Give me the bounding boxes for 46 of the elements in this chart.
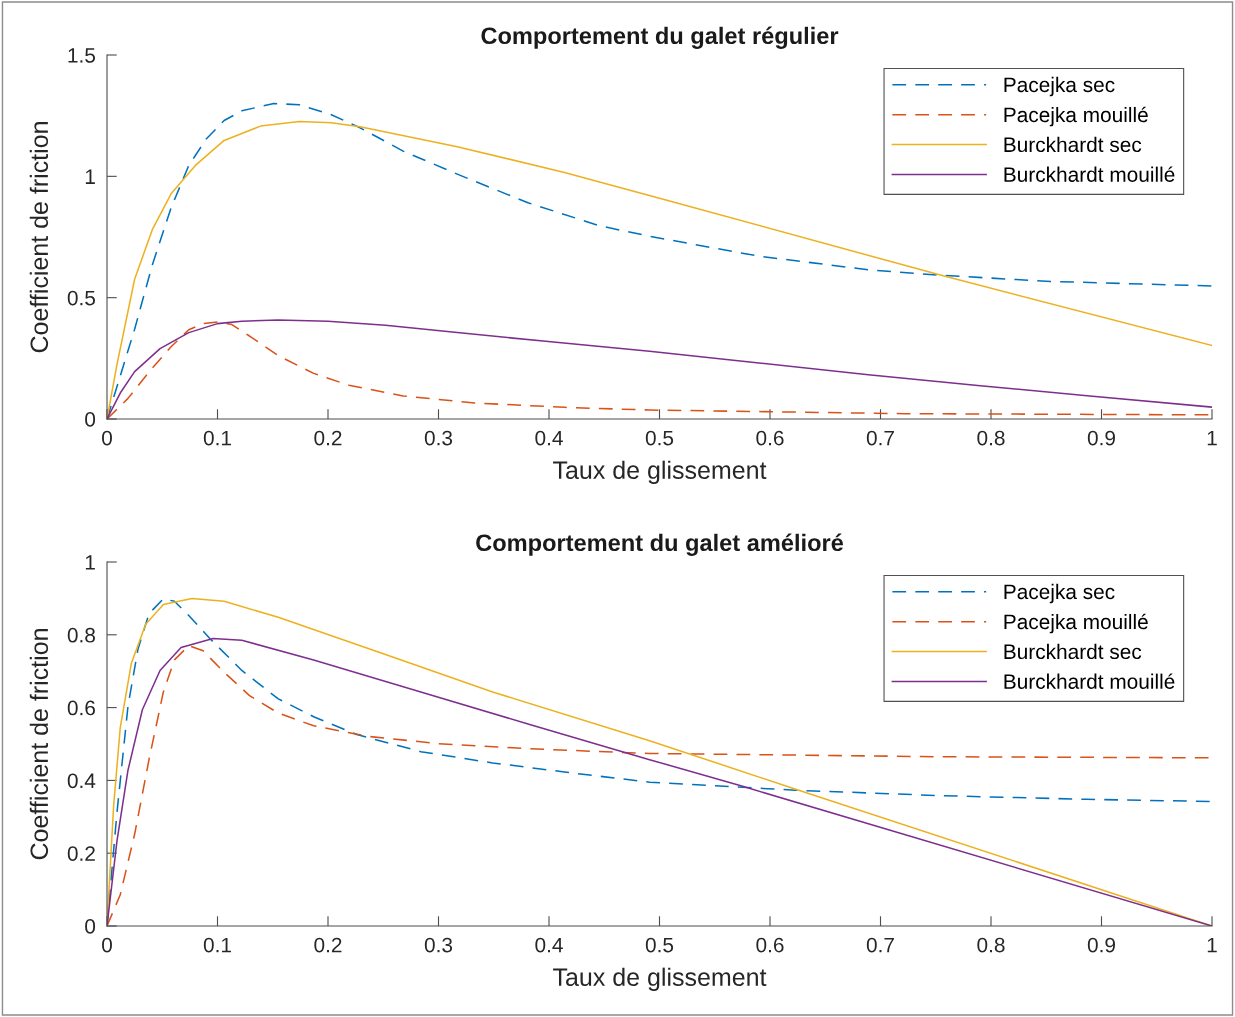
x-tick-label: 0.8 — [977, 430, 1005, 446]
y-tick-label: 1 — [85, 169, 95, 184]
x-tick-label: 0.6 — [756, 430, 784, 446]
y-tick-label: 0.5 — [67, 290, 96, 306]
x-tick-label: 1 — [1207, 937, 1217, 953]
legend-label: Pacejka mouillé — [1004, 613, 1148, 634]
y-axis-title: Coefficient de friction — [29, 629, 49, 860]
y-tick-label: 1.5 — [68, 48, 96, 63]
legend-label: Burckhardt mouillé — [1004, 166, 1175, 182]
legend-label: Burckhardt mouillé — [1004, 673, 1175, 689]
x-axis-title: Taux de glissement — [553, 967, 767, 991]
x-tick-label: 0 — [102, 430, 112, 446]
y-tick-label: 0.2 — [67, 846, 95, 861]
x-tick-label: 0.4 — [535, 937, 563, 953]
x-tick-label: 0.3 — [424, 937, 453, 953]
x-tick-label: 0.1 — [203, 430, 231, 446]
x-tick-label: 0.5 — [645, 937, 674, 953]
x-tick-label: 0.5 — [645, 430, 674, 446]
x-tick-label: 0.1 — [203, 937, 231, 953]
legend-label: Pacejka mouillé — [1004, 106, 1148, 127]
x-tick-label: 0.7 — [866, 430, 894, 446]
x-tick-label: 0.2 — [314, 430, 342, 446]
x-axis-title: Taux de glissement — [553, 460, 767, 484]
x-tick-label: 1 — [1207, 430, 1217, 446]
y-tick-label: 0 — [85, 919, 96, 934]
x-tick-label: 0.9 — [1087, 937, 1115, 953]
y-tick-label: 0.6 — [67, 700, 95, 716]
legend-label: Burckhardt sec — [1004, 136, 1142, 153]
x-tick-label: 0 — [102, 937, 112, 953]
x-tick-label: 0.9 — [1087, 430, 1115, 446]
legend-label: Pacejka sec — [1004, 76, 1115, 97]
y-tick-label: 1 — [85, 555, 95, 570]
x-tick-label: 0.6 — [756, 937, 784, 953]
x-tick-label: 0.4 — [535, 430, 563, 446]
x-tick-label: 0.7 — [866, 937, 894, 953]
x-tick-label: 0.3 — [424, 430, 453, 446]
y-tick-label: 0.8 — [67, 627, 95, 643]
y-tick-label: 0 — [85, 412, 96, 427]
legend-label: Pacejka sec — [1004, 583, 1115, 604]
legend-label: Burckhardt sec — [1004, 643, 1142, 660]
x-tick-label: 0.8 — [977, 937, 1005, 953]
x-tick-label: 0.2 — [314, 937, 342, 953]
chart-title: Comportement du galet régulier — [481, 26, 839, 49]
chart-title: Comportement du galet amélioré — [476, 533, 844, 556]
y-axis-title: Coefficient de friction — [29, 122, 49, 353]
y-tick-label: 0.4 — [67, 773, 96, 789]
